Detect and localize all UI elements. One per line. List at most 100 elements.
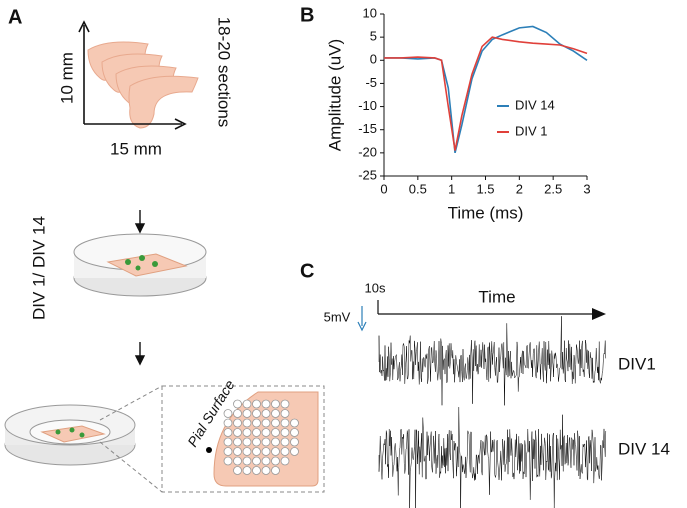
electrode (290, 428, 299, 437)
y-tick-label: 10 (363, 5, 377, 20)
electrode (271, 418, 280, 428)
electrode (261, 418, 271, 428)
y-tick-label: -20 (358, 144, 377, 159)
y-tick-label: -25 (358, 167, 377, 182)
time-axis-label: Time (478, 287, 515, 306)
electrode (233, 437, 242, 447)
legend-label: DIV 1 (515, 123, 548, 138)
x-tick-label: 0.5 (409, 181, 427, 196)
y-axis-label: Amplitude (uV) (325, 39, 344, 151)
electrode (223, 418, 233, 428)
electrode (271, 399, 280, 409)
x-tick-label: 0 (380, 181, 387, 196)
electrode (233, 428, 242, 437)
trace (378, 407, 607, 508)
time-scale: 10s (365, 280, 386, 295)
electrode (242, 409, 252, 418)
electrode (242, 428, 252, 437)
slices (87, 41, 199, 129)
zoom-box (99, 385, 325, 493)
scale-bars (357, 300, 606, 332)
electrode (280, 428, 290, 437)
electrode (271, 409, 280, 418)
electrode (223, 437, 233, 447)
electrode (261, 456, 271, 466)
panel-label: A (8, 6, 22, 28)
electrode (261, 447, 271, 456)
electrode (280, 409, 290, 418)
electrode (233, 399, 242, 409)
electrode (271, 428, 280, 437)
scale-axes (78, 20, 187, 130)
electrode (280, 456, 290, 466)
electrode (252, 428, 261, 437)
electrode (233, 466, 242, 475)
electrode (261, 399, 271, 409)
dish (73, 233, 207, 297)
electrode (271, 437, 280, 447)
electrode (271, 466, 280, 475)
electrode (261, 428, 271, 437)
electrode (280, 399, 290, 409)
volt-scale: 5mV (324, 309, 351, 324)
x-tick-label: 1.5 (476, 181, 494, 196)
electrode (233, 418, 242, 428)
electrode (261, 409, 271, 418)
y-tick-label: 0 (370, 52, 377, 67)
electrode (223, 428, 233, 437)
electrode (233, 409, 242, 418)
trace-label: DIV 14 (618, 439, 670, 458)
electrode (261, 466, 271, 475)
electrode (223, 447, 233, 456)
electrode (242, 456, 252, 466)
x-tick-label: 2.5 (544, 181, 562, 196)
x-tick-label: 1 (448, 181, 455, 196)
electrode (223, 409, 233, 418)
electrode (280, 447, 290, 456)
electrode (252, 447, 261, 456)
electrode (271, 447, 280, 456)
electrode (233, 456, 242, 466)
electrode (280, 437, 290, 447)
electrode (242, 437, 252, 447)
sections-label: 18-20 sections (215, 17, 234, 128)
electrode (290, 418, 299, 428)
x-tick-label: 3 (583, 181, 590, 196)
electrode (252, 466, 261, 475)
electrode (242, 466, 252, 475)
electrode (252, 437, 261, 447)
electrode (290, 437, 299, 447)
electrode (271, 456, 280, 466)
electrode (242, 447, 252, 456)
panel-label: C (300, 260, 314, 282)
electrode (261, 437, 271, 447)
y-tick-label: -5 (365, 75, 377, 90)
series-line (384, 36, 588, 151)
electrode (280, 418, 290, 428)
arrows (134, 210, 146, 366)
legend-label: DIV 14 (515, 97, 555, 112)
y-tick-label: 5 (370, 29, 377, 44)
electrode (233, 447, 242, 456)
y-tick-label: -10 (358, 98, 377, 113)
x-tick-label: 2 (516, 181, 523, 196)
electrode-marked (206, 447, 212, 453)
traces (378, 316, 607, 508)
line-chart: B -25 -20 -15 -10 -5 0 5 10 0 0.5 1 1.5 2 2.5 3 Time (ms… (300, 4, 591, 222)
electrode (223, 456, 233, 466)
electrode (252, 418, 261, 428)
trace-label: DIV1 (618, 354, 656, 373)
trace (378, 316, 607, 406)
culture-label: DIV 1/ DIV 14 (29, 216, 48, 320)
width-label: 15 mm (110, 139, 162, 158)
electrode (252, 456, 261, 466)
electrode-grid (206, 399, 299, 475)
y-tick-label: -15 (358, 121, 377, 136)
electrode (290, 447, 299, 456)
electrode (252, 399, 261, 409)
mea-dish (4, 404, 136, 466)
panel-label: B (300, 4, 314, 26)
x-axis-label: Time (ms) (448, 203, 524, 222)
electrode (252, 409, 261, 418)
